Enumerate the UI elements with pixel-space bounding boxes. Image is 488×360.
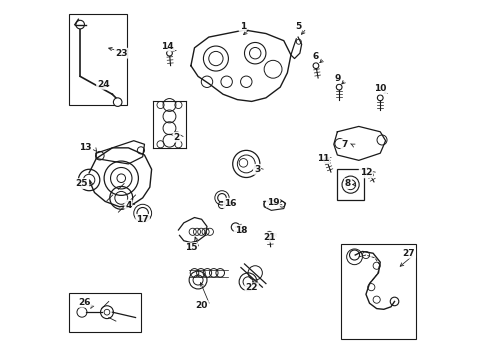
Text: 19: 19	[266, 198, 279, 207]
Circle shape	[323, 157, 329, 163]
Text: 21: 21	[263, 233, 275, 242]
Text: 6: 6	[312, 52, 318, 61]
Text: 15: 15	[184, 243, 197, 252]
Text: 22: 22	[245, 283, 257, 292]
Text: 14: 14	[161, 41, 174, 50]
Bar	[69, 14, 126, 105]
Circle shape	[217, 194, 226, 202]
Circle shape	[137, 207, 148, 219]
Text: 20: 20	[195, 301, 207, 310]
Polygon shape	[190, 30, 290, 102]
Polygon shape	[89, 148, 151, 207]
Text: 26: 26	[78, 298, 91, 307]
Text: 7: 7	[341, 140, 347, 149]
Circle shape	[336, 84, 341, 90]
Text: 3: 3	[253, 165, 260, 174]
Text: 8: 8	[344, 179, 350, 188]
Text: 17: 17	[136, 215, 149, 224]
Text: 9: 9	[333, 74, 340, 83]
Text: 18: 18	[234, 225, 246, 234]
Text: 5: 5	[294, 22, 301, 31]
Bar	[337, 169, 364, 200]
Text: 1: 1	[239, 22, 245, 31]
Circle shape	[76, 20, 84, 29]
Circle shape	[377, 95, 382, 101]
Circle shape	[266, 231, 272, 237]
Text: 4: 4	[125, 201, 131, 210]
Polygon shape	[333, 126, 385, 160]
Circle shape	[113, 98, 122, 107]
Text: 24: 24	[97, 80, 109, 89]
Bar	[69, 293, 141, 332]
Text: 16: 16	[224, 199, 236, 208]
Circle shape	[364, 168, 370, 174]
Text: 11: 11	[316, 154, 328, 163]
Text: 13: 13	[79, 143, 92, 152]
Bar	[340, 244, 415, 339]
Text: 27: 27	[402, 249, 414, 258]
Text: 25: 25	[76, 179, 88, 188]
Text: 2: 2	[173, 132, 180, 141]
Circle shape	[166, 50, 172, 56]
Text: 10: 10	[373, 84, 386, 93]
Circle shape	[239, 158, 247, 167]
Circle shape	[312, 63, 318, 68]
Text: 12: 12	[359, 168, 371, 177]
Text: 23: 23	[115, 49, 127, 58]
